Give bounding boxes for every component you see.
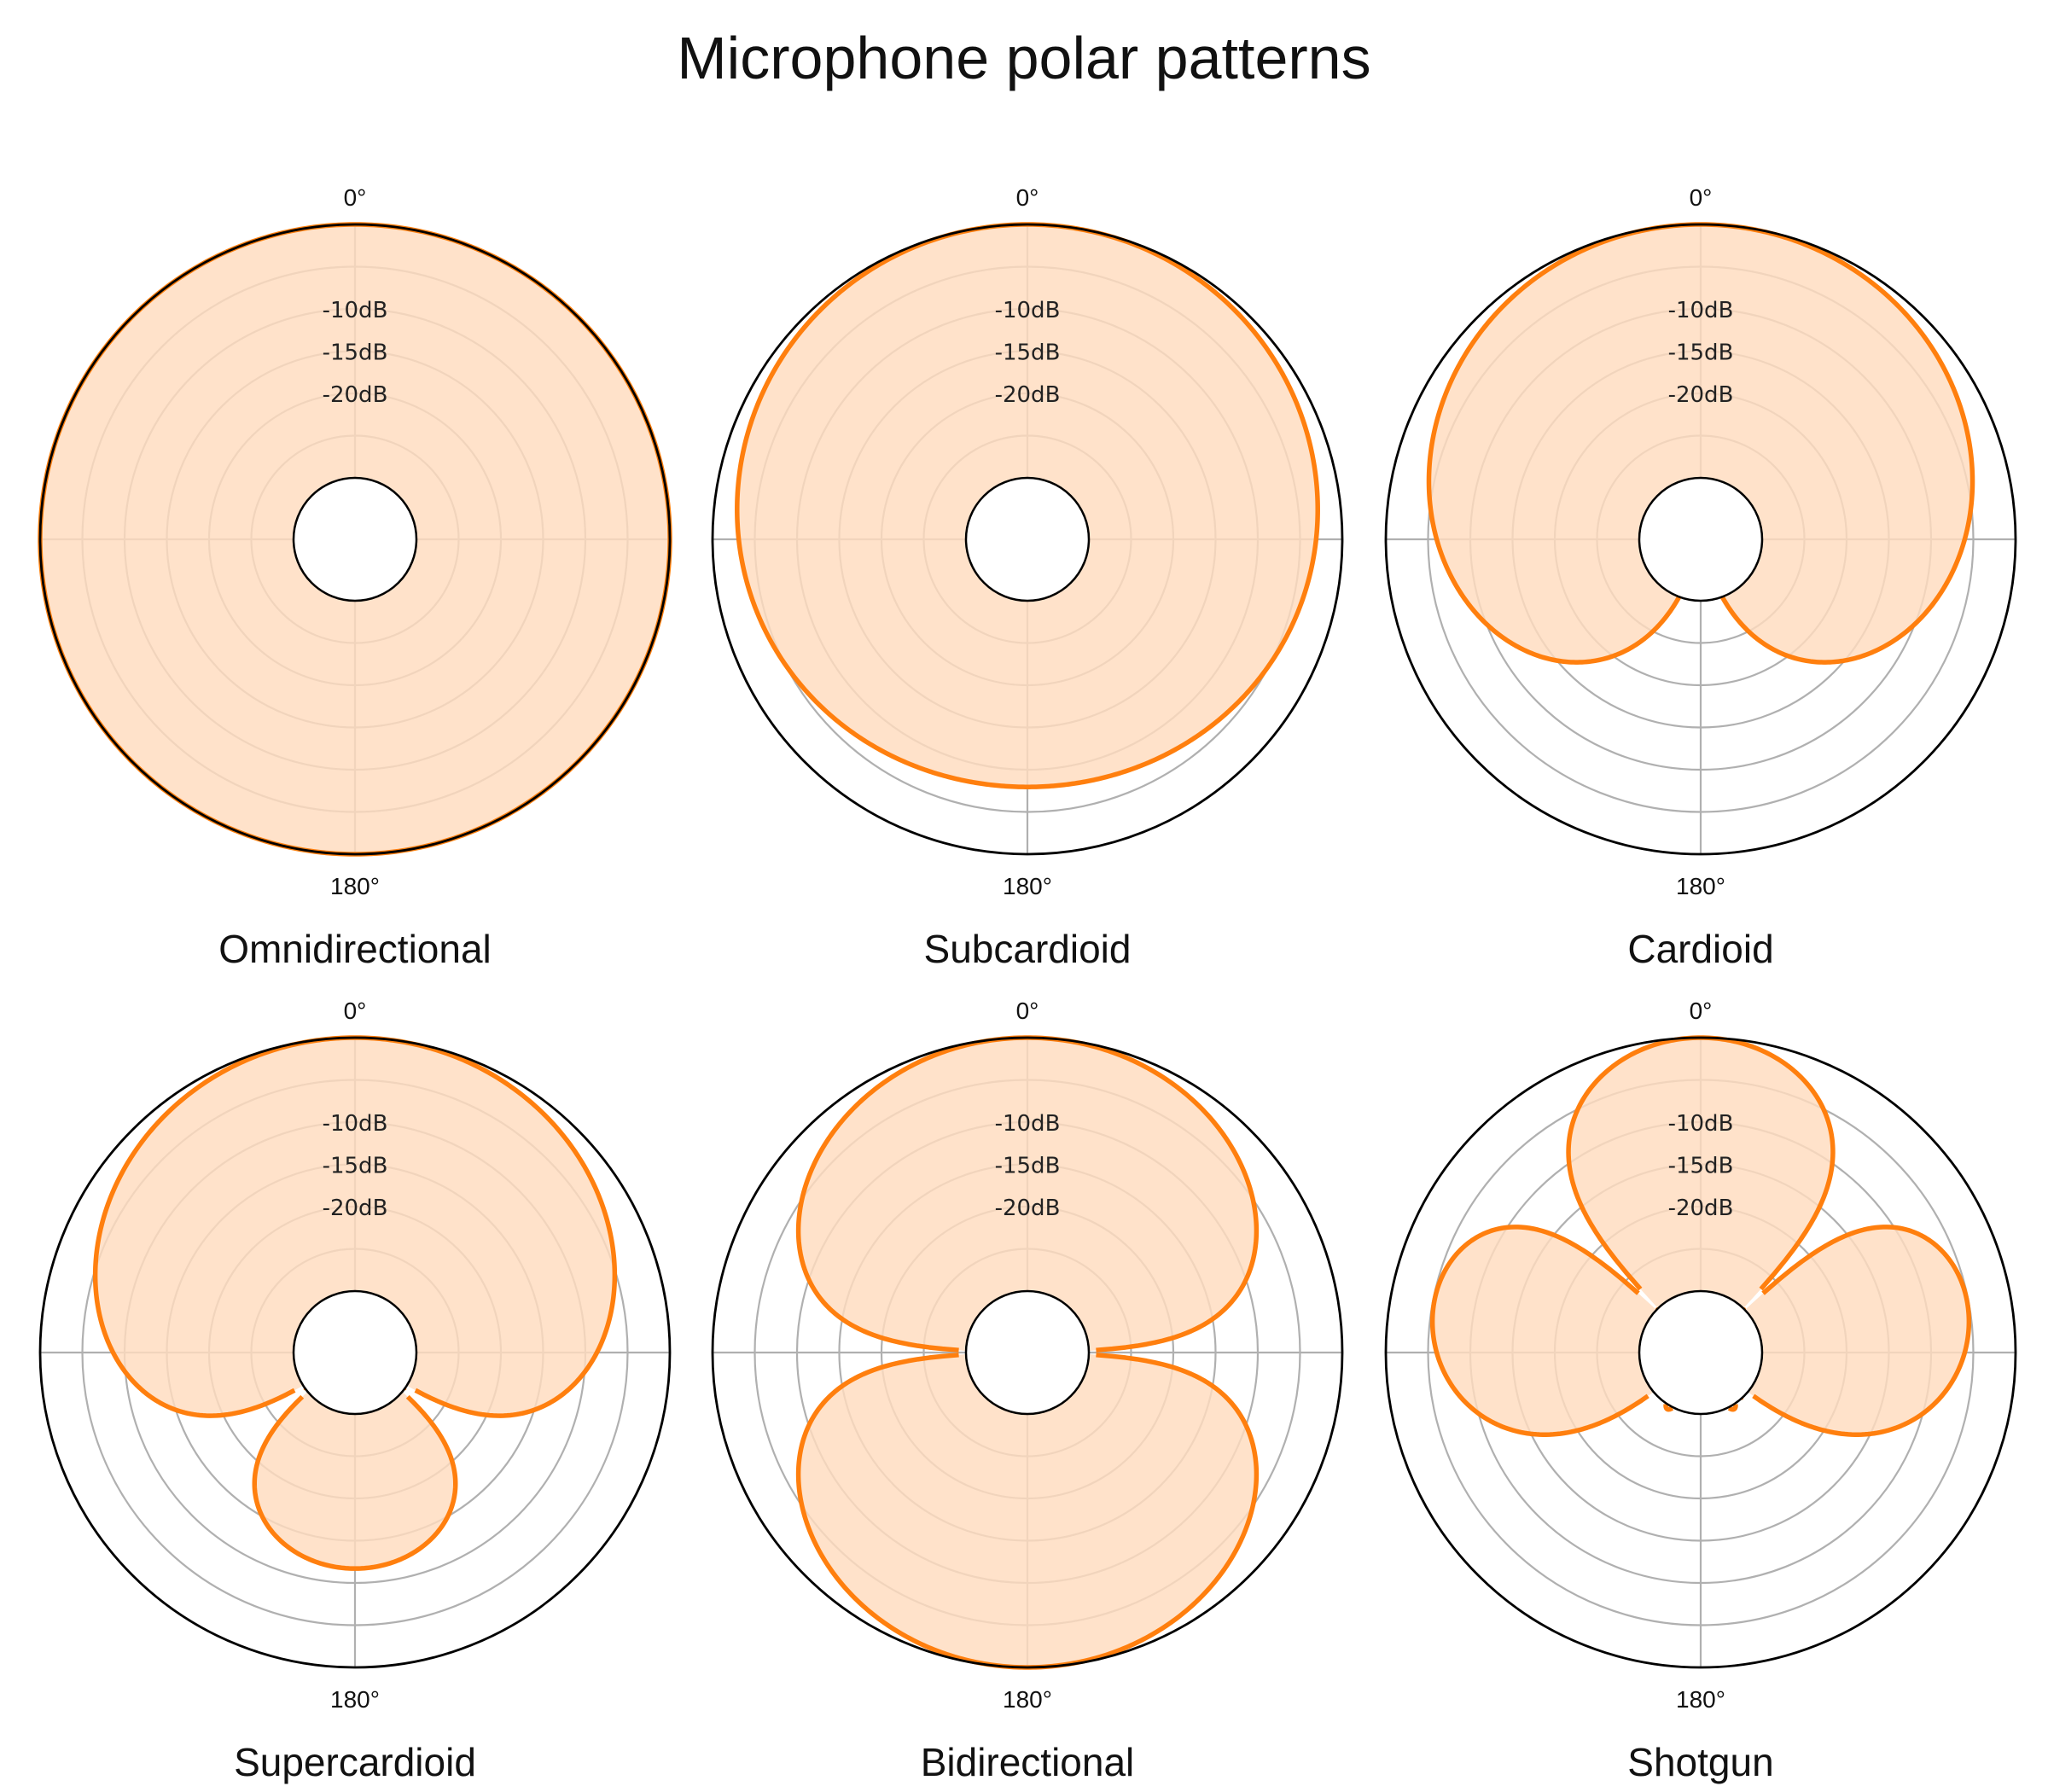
angle-label-180: 180° <box>1003 1686 1052 1713</box>
polar-panel-subcardioid: -10dB -15dB -20dB 0° 180° Subcardioid <box>711 184 1344 971</box>
panel-title: Subcardioid <box>924 927 1132 971</box>
polar-outer-frame <box>1384 223 2017 856</box>
polar-panel-cardioid: -10dB -15dB -20dB 0° 180° Cardioid <box>1384 184 2017 971</box>
pattern-line <box>735 222 1320 789</box>
angle-label-0: 0° <box>1690 998 1713 1024</box>
panel-title: Omnidirectional <box>218 927 492 971</box>
polar-center-hole <box>1638 1289 1764 1416</box>
polar-outer-frame <box>711 223 1344 856</box>
panel-title: Cardioid <box>1627 927 1773 971</box>
polar-center-hole <box>964 1289 1091 1416</box>
pattern-line <box>1752 1225 1972 1437</box>
polar-panel-omnidirectional: -10dB -15dB -20dB 0° 180° Omnidirectional <box>38 184 672 971</box>
polar-panel-bidirectional: -10dB -15dB -20dB 0° 180° Bidirectional <box>711 998 1344 1784</box>
radial-tick-label: -10dB <box>1668 298 1734 323</box>
pattern-line <box>252 1394 458 1571</box>
pattern-line <box>1566 1035 1702 1291</box>
angle-label-0: 0° <box>344 184 367 211</box>
angle-label-180: 180° <box>1003 873 1052 899</box>
radial-tick-label: -20dB <box>1668 382 1734 408</box>
radial-tick-label: -15dB <box>1668 1154 1734 1179</box>
angle-label-180: 180° <box>1676 1686 1725 1713</box>
polar-outer-frame <box>38 223 672 856</box>
panel-title: Shotgun <box>1627 1740 1773 1784</box>
angle-label-180: 180° <box>1676 873 1725 899</box>
pattern-line <box>92 1035 356 1418</box>
radial-tick-label: -10dB <box>995 1111 1061 1137</box>
pattern-line <box>1663 1403 1674 1412</box>
polar-center-hole <box>292 1289 418 1416</box>
radial-tick-label: -15dB <box>323 340 388 366</box>
polar-panel-supercardioid: -10dB -15dB -20dB 0° 180° Supercardioid <box>38 998 672 1784</box>
pattern-fill <box>1428 224 1973 663</box>
polar-center-hole <box>964 476 1091 602</box>
radial-tick-label: -10dB <box>1668 1111 1734 1137</box>
angle-label-0: 0° <box>1016 998 1039 1024</box>
radial-tick-label: -20dB <box>1668 1196 1734 1221</box>
angle-label-180: 180° <box>330 1686 380 1713</box>
pattern-line <box>1700 1035 1836 1291</box>
radial-tick-label: -15dB <box>995 340 1061 366</box>
chart-title: Microphone polar patterns <box>677 25 1371 91</box>
panel-title: Bidirectional <box>921 1740 1135 1784</box>
polar-outer-frame <box>1384 1036 2017 1669</box>
pattern-line <box>1700 222 1975 665</box>
pattern-line <box>1426 222 1702 665</box>
radial-tick-label: -15dB <box>323 1154 388 1179</box>
polar-center-hole <box>1638 476 1764 602</box>
pattern-fill <box>1432 1038 1969 1435</box>
angle-label-180: 180° <box>330 873 380 899</box>
angle-label-0: 0° <box>344 998 367 1024</box>
polar-outer-frame <box>38 1036 672 1669</box>
pattern-line <box>1727 1403 1738 1412</box>
radial-tick-label: -20dB <box>995 382 1061 408</box>
angle-label-0: 0° <box>1690 184 1713 211</box>
polar-panel-shotgun: -10dB -15dB -20dB 0° 180° Shotgun <box>1384 998 2017 1784</box>
pattern-line <box>1027 1035 1260 1353</box>
radial-tick-label: -10dB <box>323 298 388 323</box>
pattern-line <box>795 1035 1028 1353</box>
radial-tick-label: -20dB <box>995 1196 1061 1221</box>
radial-tick-label: -15dB <box>1668 340 1734 366</box>
pattern-line <box>1429 1225 1649 1437</box>
angle-label-0: 0° <box>1016 184 1039 211</box>
polar-outer-frame <box>711 1036 1344 1669</box>
radial-tick-label: -15dB <box>995 1154 1061 1179</box>
radial-tick-label: -10dB <box>323 1111 388 1137</box>
radial-tick-label: -10dB <box>995 298 1061 323</box>
radial-tick-label: -20dB <box>323 1196 388 1221</box>
pattern-line <box>354 1035 618 1418</box>
panel-title: Supercardioid <box>234 1740 476 1784</box>
polar-center-hole <box>292 476 418 602</box>
radial-tick-label: -20dB <box>323 382 388 408</box>
